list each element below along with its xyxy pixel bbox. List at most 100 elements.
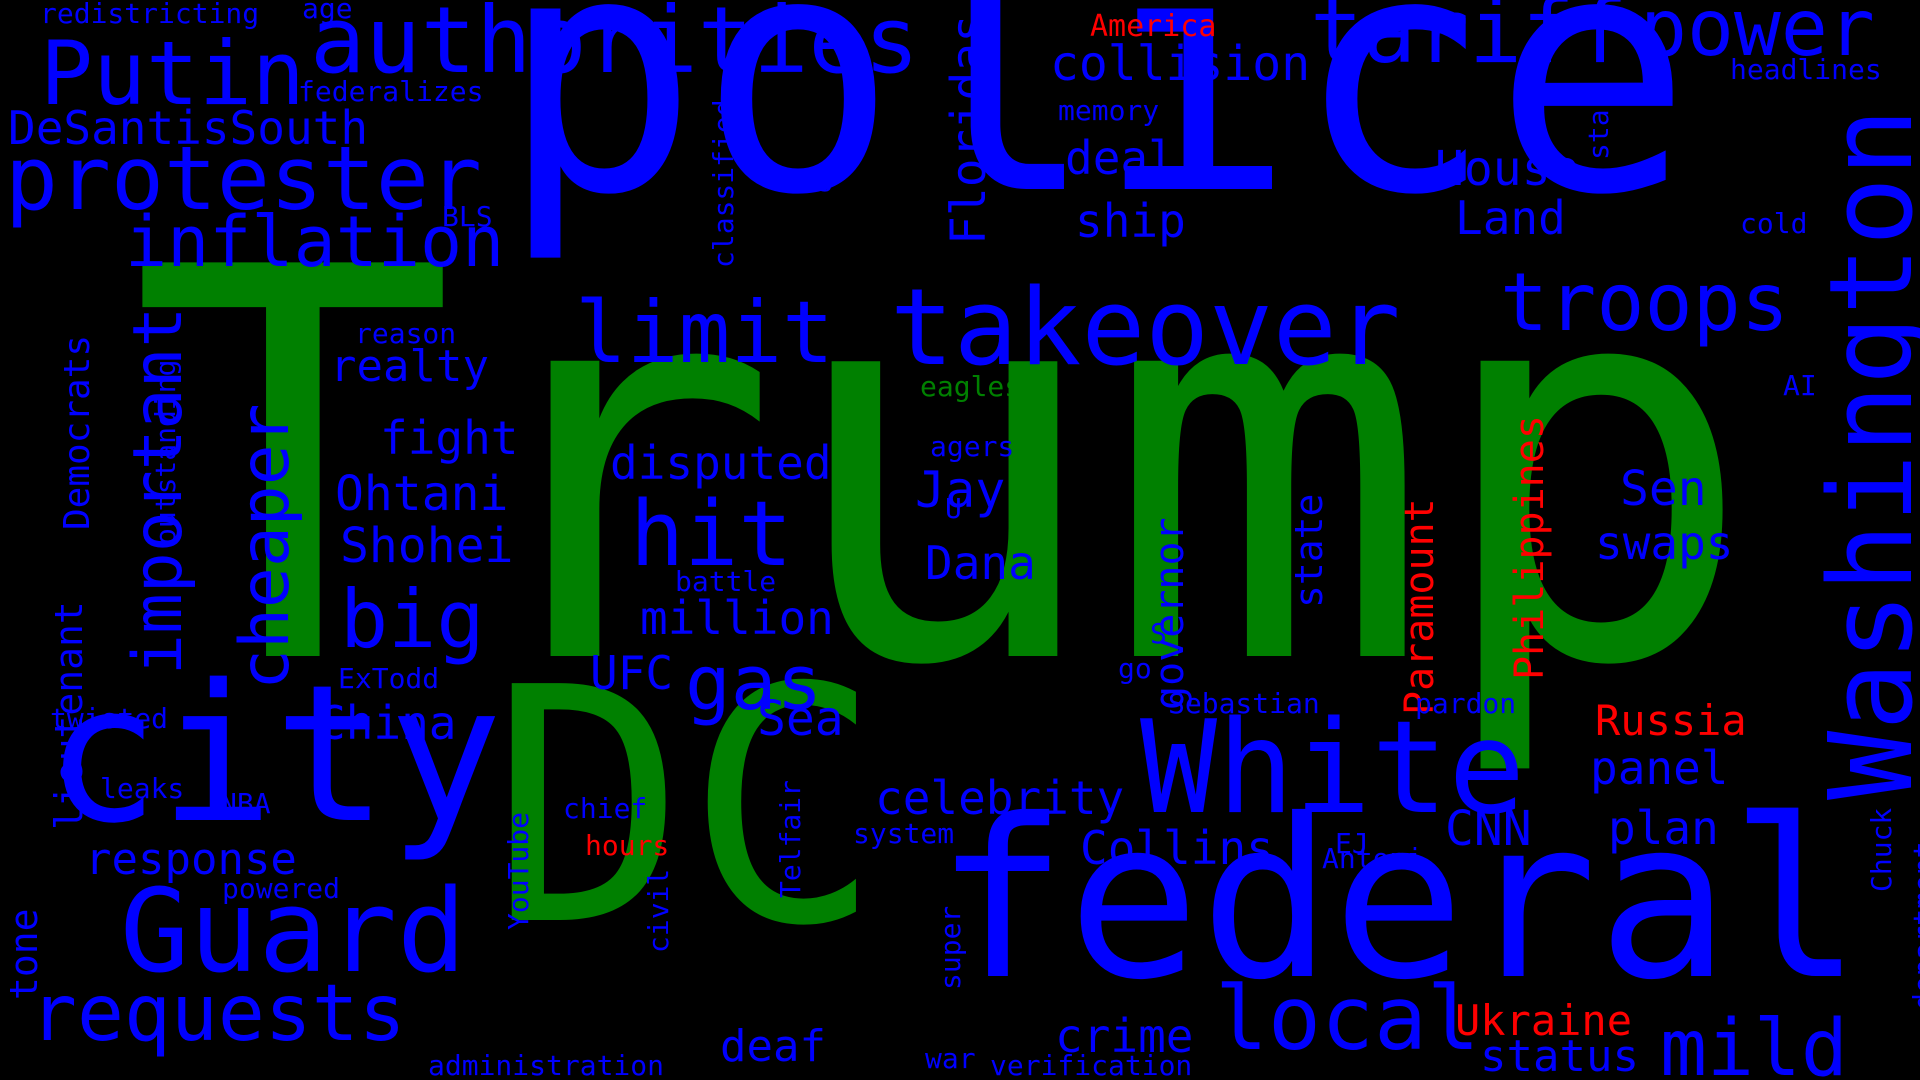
word-war: war	[925, 1042, 976, 1075]
word-russia: Russia	[1595, 696, 1747, 745]
word-outstanding: outstanding	[149, 359, 182, 545]
word-headlines: headlines	[1730, 53, 1882, 86]
word-ship: ship	[1075, 194, 1186, 248]
word-deaf: deaf	[720, 1021, 826, 1072]
word-desantissouth: DeSantisSouth	[8, 101, 369, 155]
word-troops: troops	[1500, 256, 1789, 349]
word-twisted: twisted	[50, 702, 169, 735]
word-ej: EJ	[1335, 827, 1369, 860]
word-america: America	[1090, 9, 1217, 44]
word-guard: Guard	[120, 865, 467, 999]
word-collins: Collins	[1080, 821, 1274, 875]
word-local: local	[1215, 967, 1480, 1070]
word-cold: cold	[1740, 207, 1808, 240]
word-white: White	[1140, 694, 1526, 843]
word-redistricting: redistricting	[40, 0, 260, 30]
word-response: response	[85, 834, 297, 885]
word-hit: hit	[630, 482, 793, 587]
word-bls: BLS	[442, 200, 493, 233]
word-plan: plan	[1608, 801, 1719, 855]
word-mild: mild	[1660, 1004, 1848, 1080]
word-go: go	[1118, 652, 1152, 685]
word-hours: hours	[585, 829, 670, 862]
word-sea: Sea	[757, 691, 844, 747]
word-power: power	[1640, 0, 1875, 74]
word-floridas: Floridas	[941, 13, 997, 245]
word-celebrity: celebrity	[875, 771, 1125, 825]
word-battle: battle	[675, 565, 777, 598]
word-cheaper: cheaper	[226, 403, 305, 690]
word-federal: federal	[935, 772, 1863, 1028]
word-status: status	[1480, 1031, 1639, 1080]
word-tone: tone	[2, 908, 46, 1000]
word-disputed: disputed	[610, 436, 832, 490]
word-washington: Washington	[1805, 107, 1920, 800]
word-crime: crime	[1055, 1009, 1194, 1063]
word-trump: Trump	[130, 156, 1756, 784]
word-administration: administration	[428, 1049, 665, 1080]
word-limit: limit	[575, 283, 834, 383]
word-paramount: Paramount	[1397, 498, 1443, 715]
word-age: age	[302, 0, 353, 25]
word-tariff: tariff	[1310, 0, 1628, 83]
word-gas: gas	[685, 638, 823, 727]
word-powered: powered	[222, 872, 341, 905]
word-verification: verification	[990, 1049, 1193, 1080]
word-land: Land	[1455, 191, 1566, 245]
word-ai: AI	[1783, 369, 1817, 402]
word-dana: Dana	[925, 536, 1036, 590]
word-80s: 80s	[783, 165, 834, 198]
word-million: million	[640, 591, 834, 645]
word-classified: classified	[707, 99, 740, 268]
word-star: star	[1582, 92, 1615, 160]
word-realty: realty	[330, 341, 489, 392]
word-inflation: inflation	[125, 201, 505, 283]
word-city: city	[45, 644, 503, 865]
word-pardon: pardon	[1415, 687, 1517, 720]
word-putin: Putin	[40, 22, 305, 125]
word-telfair: Telfair	[774, 779, 807, 898]
word-super: super	[934, 905, 967, 990]
word-shohei: Shohei	[340, 518, 514, 574]
word-antoni: Antoni	[1322, 842, 1424, 875]
word-governor: governor	[1147, 517, 1193, 710]
word-requests: requests	[30, 969, 406, 1059]
word-deal: deal	[1065, 131, 1176, 185]
word-police: police	[500, 0, 1693, 267]
word-reason: reason	[355, 317, 457, 350]
word-civil: civil	[642, 868, 675, 953]
word-federalizes: federalizes	[298, 75, 484, 108]
word-sebastian: Sebastian	[1168, 687, 1320, 720]
word-panel: panel	[1590, 741, 1729, 795]
word-nba: NBA	[220, 787, 271, 820]
word-collision: collision	[1050, 36, 1311, 92]
word-state: state	[1287, 493, 1331, 608]
word-big: big	[340, 573, 485, 666]
word-china: China	[318, 696, 457, 750]
word-agers: agers	[930, 430, 1015, 463]
word-cnn: CNN	[1445, 801, 1532, 857]
word-chuck: Chuck	[1865, 807, 1898, 892]
word-ohtani: Ohtani	[335, 466, 509, 522]
word-philippines: Philippines	[1507, 415, 1553, 680]
word-eagles: eagles	[920, 370, 1022, 403]
word-ukraine: Ukraine	[1455, 996, 1633, 1045]
word-democrats: Democrats	[57, 334, 98, 530]
word-memory: memory	[1058, 94, 1160, 127]
word-fight: fight	[380, 411, 519, 465]
word-youtube: YouTube	[502, 811, 535, 930]
word-leaks: leaks	[100, 772, 185, 805]
word-ufc: UFC	[590, 646, 674, 700]
word-extodd: ExTodd	[338, 662, 440, 695]
word-protester: protester	[5, 127, 482, 230]
word-swaps: swaps	[1595, 516, 1734, 570]
word-house: House	[1435, 141, 1580, 197]
word-u: U	[945, 492, 962, 525]
word-sen: Sen	[1620, 461, 1707, 517]
word-s: S	[1150, 617, 1167, 650]
word-authorities: authorities	[310, 0, 920, 94]
word-chief: chief	[563, 792, 648, 825]
word-jay: Jay	[915, 461, 1006, 519]
word-system: system	[853, 817, 955, 850]
